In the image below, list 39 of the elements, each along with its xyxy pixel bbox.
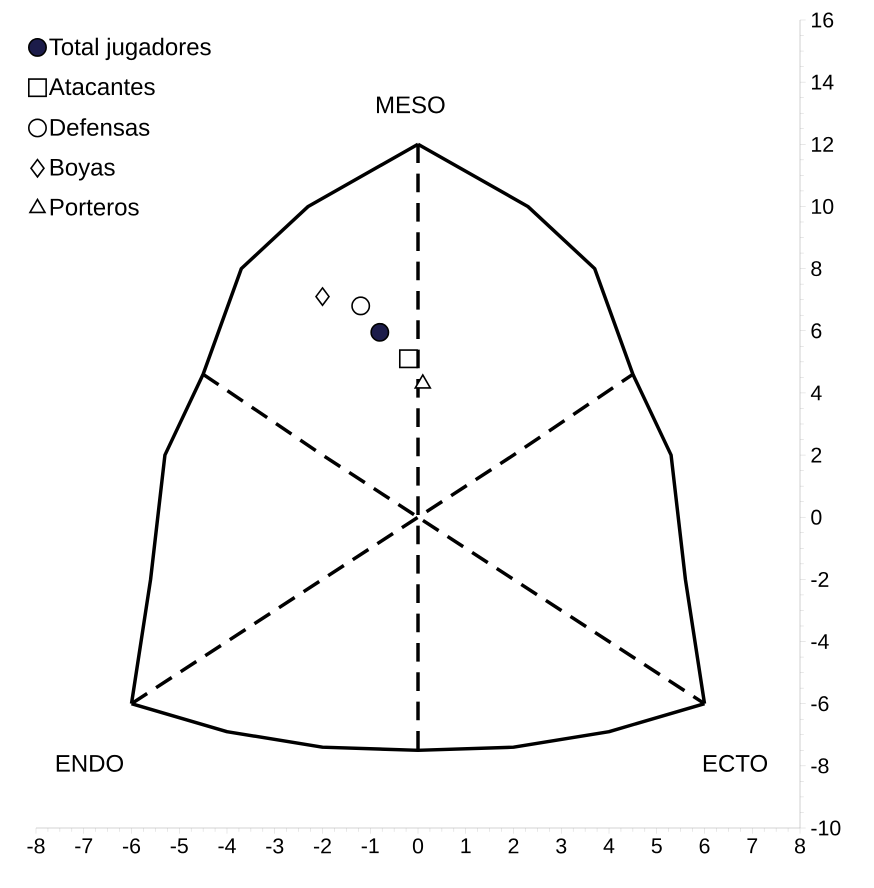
y-tick-label: -10	[811, 820, 840, 836]
x-tick-label: 1	[461, 838, 471, 854]
annotation: MESO	[376, 96, 445, 114]
x-tick-label: -7	[75, 838, 92, 854]
legend-label: Boyas	[50, 158, 115, 180]
x-tick-label: -6	[122, 838, 140, 854]
y-tick-label: 4	[810, 386, 822, 400]
annotation: ENDO	[56, 754, 124, 772]
y-tick-label: -8	[811, 758, 828, 774]
y-tick-label: 10	[812, 198, 834, 214]
x-tick-label: 6	[700, 838, 710, 854]
x-tick-label: 7	[747, 838, 758, 854]
legend-label: Defensas	[50, 118, 150, 136]
y-tick-label: 0	[811, 510, 822, 525]
legend-label: Porteros	[50, 198, 139, 216]
x-tick-label: 2	[508, 838, 518, 854]
y-tick-label: 2	[811, 448, 822, 463]
y-tick-label: -4	[811, 634, 829, 649]
x-tick-label: -5	[170, 838, 188, 854]
y-tick-label: 16	[812, 12, 834, 28]
y-tick-label: 14	[812, 74, 834, 90]
y-tick-label: -6	[811, 696, 828, 712]
x-tick-label: -2	[314, 838, 331, 854]
legend-label: Atacantes	[48, 78, 155, 96]
annotation: ECTO	[704, 754, 768, 772]
x-tick-label: 4	[604, 838, 614, 854]
x-tick-label: 8	[794, 838, 806, 854]
y-tick-label: 6	[812, 323, 822, 338]
y-tick-label: 8	[811, 261, 822, 276]
x-tick-label: -1	[362, 838, 379, 854]
x-tick-label: 0	[412, 838, 424, 854]
y-tick-label: -2	[811, 572, 828, 587]
x-tick-label: -4	[218, 838, 236, 854]
x-tick-label: 3	[556, 838, 566, 854]
x-tick-label: 5	[652, 838, 662, 854]
x-tick-label: -8	[27, 838, 45, 854]
legend-label: Total jugadores	[49, 38, 211, 60]
y-tick-label: 12	[812, 136, 834, 152]
x-tick-label: -3	[266, 838, 284, 854]
